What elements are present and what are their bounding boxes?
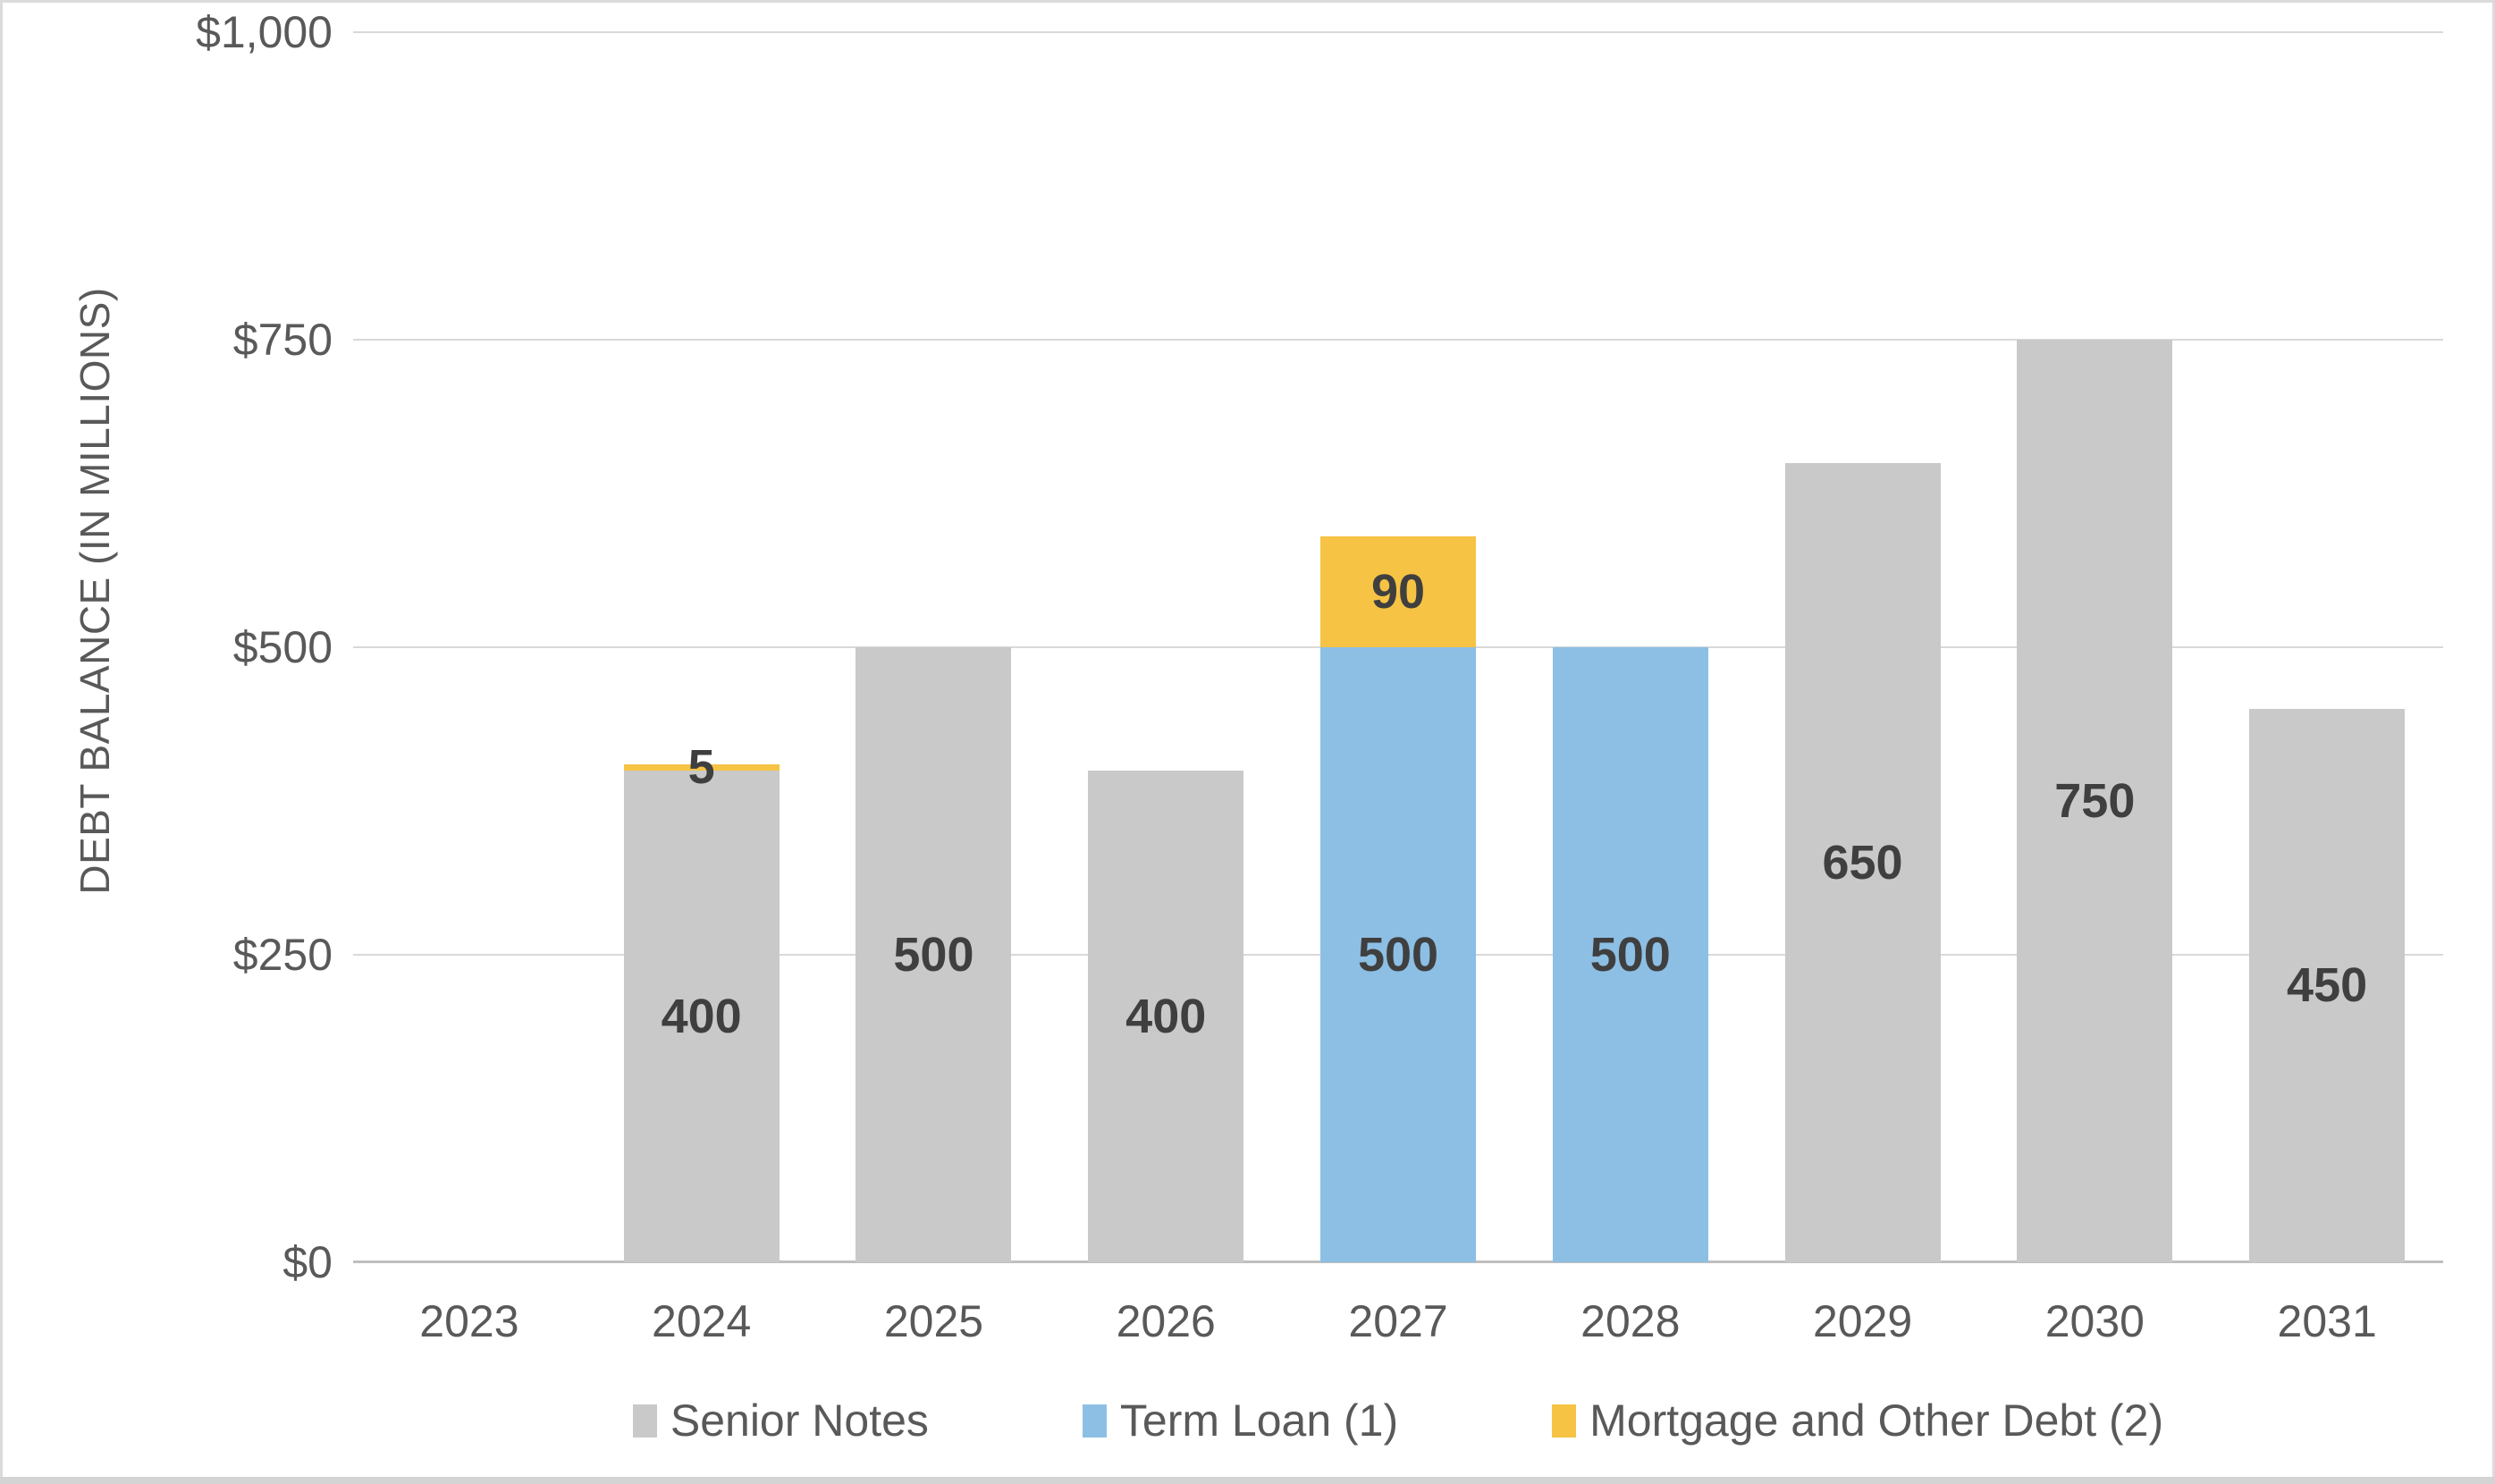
bar-segment: 650 [1784, 462, 1941, 1262]
bars-layer: 400 5 500 400 500 90 500 650 750 450 [353, 32, 2443, 1262]
legend-label: Mortgage and Other Debt (2) [1589, 1395, 2164, 1446]
y-tick-label: $250 [232, 930, 333, 980]
bar-value-label: 400 [1125, 989, 1207, 1043]
bar-2029: 650 [1784, 462, 1941, 1262]
bar-2024: 400 5 [623, 743, 780, 1262]
legend: Senior Notes Term Loan (1) Mortgage and Ot… [353, 1395, 2443, 1446]
legend-swatch [632, 1404, 657, 1438]
bar-segment: 500 [856, 647, 1012, 1262]
x-tick-label: 2025 [883, 1296, 984, 1346]
x-tick-label: 2029 [1812, 1296, 1913, 1346]
x-tick-label: 2028 [1580, 1296, 1681, 1346]
bar-segment: 400 [623, 770, 780, 1262]
bar-2027: 500 90 [1320, 536, 1476, 1262]
legend-swatch [1082, 1404, 1107, 1438]
y-tick-label: $500 [232, 622, 333, 672]
x-tick-label: 2031 [2277, 1296, 2377, 1346]
bar-2031: 450 [2249, 708, 2406, 1262]
bar-segment: 500 [1320, 647, 1476, 1262]
x-tick-label: 2024 [652, 1296, 752, 1346]
x-axis: 2023 2024 2025 2026 2027 2028 2029 2030 2031 [353, 1294, 2443, 1348]
bar-value-label: 500 [1589, 928, 1671, 982]
bar-segment: 5 [623, 743, 780, 791]
gridline [353, 31, 2443, 33]
x-tick-label: 2027 [1348, 1296, 1448, 1346]
legend-swatch [1552, 1404, 1577, 1438]
x-tick-label: 2023 [419, 1296, 519, 1346]
y-axis-title: DEBT BALANCE (IN MILLIONS) [72, 287, 118, 895]
bar-2030: 750 [2017, 340, 2173, 1262]
bar-value-label: 90 [1370, 565, 1426, 620]
y-tick-label: $0 [282, 1237, 333, 1287]
bar-value-label: 5 [687, 740, 715, 795]
bar-segment: 90 [1320, 536, 1476, 647]
bottom-strip [0, 1477, 2495, 1484]
bar-value-label: 650 [1822, 835, 1903, 890]
legend-label: Senior Notes [670, 1395, 929, 1446]
bar-2028: 500 [1552, 647, 1708, 1262]
y-tick-label: $750 [232, 315, 333, 365]
legend-item: Term Loan (1) [1082, 1395, 1399, 1446]
bar-segment: 750 [2017, 340, 2173, 1262]
bar-2026: 400 [1088, 770, 1244, 1262]
bar-value-label: 750 [2054, 774, 2136, 828]
bar-value-label: 450 [2287, 958, 2368, 1013]
legend-item: Senior Notes [632, 1395, 929, 1446]
x-tick-label: 2030 [2044, 1296, 2145, 1346]
bar-value-label: 500 [1357, 928, 1439, 982]
bar-value-label: 500 [893, 928, 974, 982]
legend-label: Term Loan (1) [1119, 1395, 1399, 1446]
legend-item: Mortgage and Other Debt (2) [1552, 1395, 2163, 1446]
bar-segment: 450 [2249, 708, 2406, 1262]
x-tick-label: 2026 [1116, 1296, 1216, 1346]
bar-segment: 400 [1088, 770, 1244, 1262]
y-tick-label: $1,000 [196, 7, 333, 57]
bar-2025: 500 [856, 647, 1012, 1262]
bar-segment: 500 [1552, 647, 1708, 1262]
plot-area: 400 5 500 400 500 90 500 650 750 450 [353, 31, 2443, 1263]
bar-value-label: 400 [661, 989, 742, 1043]
gridline [353, 339, 2443, 341]
